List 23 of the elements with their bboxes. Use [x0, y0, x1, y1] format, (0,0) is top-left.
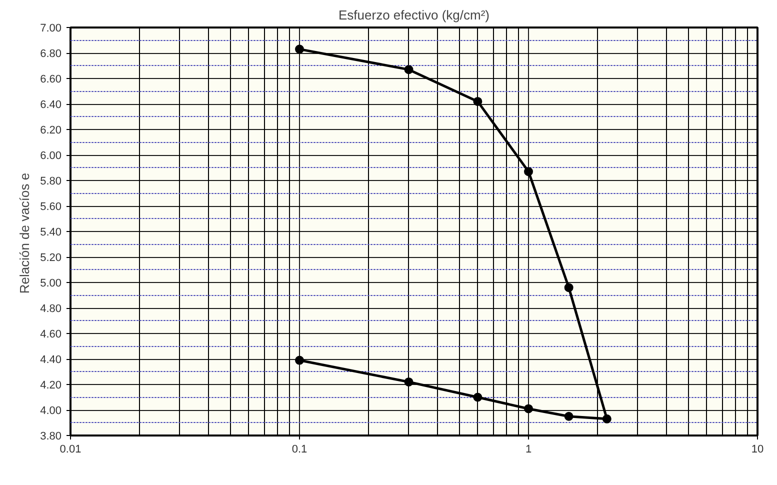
- y-tick-label: 5.60: [40, 201, 62, 213]
- y-tick-label: 4.00: [40, 405, 62, 417]
- x-tick-label: 0.1: [292, 444, 308, 456]
- y-tick-label: 6.00: [40, 150, 62, 162]
- x-tick-label: 0.01: [60, 444, 82, 456]
- y-tick-label: 4.40: [40, 354, 62, 366]
- y-tick-label: 7.00: [40, 22, 62, 34]
- x-tick-label: 1: [525, 444, 532, 456]
- chart-title: Esfuerzo efectivo (kg/cm²): [338, 8, 490, 22]
- y-tick-label: 4.60: [40, 328, 62, 340]
- y-tick-label: 6.60: [40, 74, 62, 86]
- y-tick-label: 5.00: [40, 278, 62, 290]
- y-tick-label: 5.40: [40, 226, 62, 238]
- y-tick-label: 3.80: [40, 430, 62, 442]
- y-axis-title: Relación de vacíos e: [17, 172, 32, 294]
- x-tick-label: 10: [751, 444, 764, 456]
- y-tick-label: 6.20: [40, 124, 62, 136]
- y-tick-label: 4.80: [40, 303, 62, 315]
- y-tick-label: 6.40: [40, 99, 62, 111]
- y-tick-label: 4.20: [40, 380, 62, 392]
- y-tick-label: 6.80: [40, 48, 62, 60]
- y-tick-label: 5.80: [40, 176, 62, 188]
- y-tick-label: 5.20: [40, 252, 62, 264]
